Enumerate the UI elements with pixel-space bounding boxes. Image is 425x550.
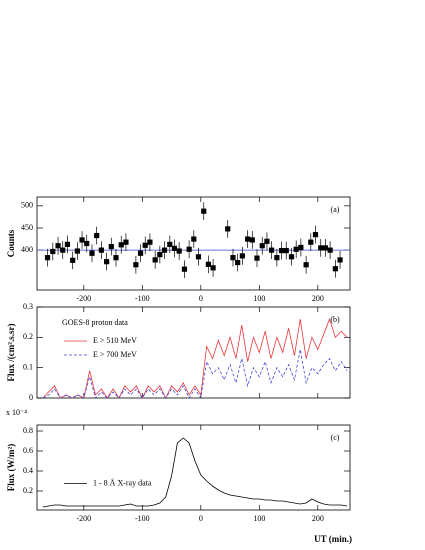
x-axis-label: UT (min.) xyxy=(314,534,352,544)
y-tick-label: 0.1 xyxy=(23,362,33,371)
data-point xyxy=(269,247,275,253)
data-point xyxy=(50,248,56,255)
plot-frame xyxy=(36,424,351,511)
data-point xyxy=(98,247,104,253)
data-point xyxy=(225,226,231,232)
legend-label: E > 700 MeV xyxy=(93,350,137,359)
data-point xyxy=(79,237,85,243)
data-point xyxy=(245,236,251,242)
data-point xyxy=(298,244,304,251)
data-point xyxy=(133,262,139,268)
data-point xyxy=(201,208,207,214)
data-point xyxy=(84,240,90,247)
legend-label: 1 - 8 Å X-ray data xyxy=(93,478,152,487)
data-point xyxy=(157,251,163,258)
data-point xyxy=(44,255,51,261)
data-point xyxy=(332,266,338,272)
data-point xyxy=(70,257,76,263)
data-point xyxy=(259,243,265,249)
data-point xyxy=(274,255,280,261)
x-tick-label: 0 xyxy=(199,294,203,303)
x-tick-label: -100 xyxy=(135,294,150,303)
data-point xyxy=(288,254,295,260)
data-point xyxy=(147,239,153,245)
plot-frame xyxy=(36,196,351,291)
panel-label: (b) xyxy=(330,315,340,324)
x-tick-label: 0 xyxy=(199,514,203,523)
series-line xyxy=(42,317,348,399)
data-point xyxy=(74,248,80,254)
x-tick-label: 100 xyxy=(253,514,265,523)
data-point xyxy=(239,253,245,259)
data-point xyxy=(167,241,173,247)
data-point xyxy=(89,250,95,256)
x-tick-label: 200 xyxy=(312,514,324,523)
data-point xyxy=(152,257,158,263)
data-point xyxy=(176,248,182,254)
x-tick-label: 200 xyxy=(312,294,324,303)
y-tick-label: 0 xyxy=(29,393,33,402)
data-point xyxy=(104,259,110,265)
x-tick-label: -100 xyxy=(135,514,150,523)
y-tick-label: 400 xyxy=(21,245,33,254)
data-point xyxy=(195,254,202,260)
data-point xyxy=(327,247,333,253)
legend-label: E > 510 MeV xyxy=(93,336,137,345)
data-point xyxy=(308,239,314,245)
series-line xyxy=(42,349,348,400)
data-point xyxy=(205,261,212,267)
data-point xyxy=(186,246,192,252)
panel-label: (a) xyxy=(331,205,340,214)
y-tick-label: 500 xyxy=(21,201,33,210)
y-axis-label: Flux (W/m²) xyxy=(6,444,16,491)
data-point xyxy=(142,242,148,248)
panel-label: (c) xyxy=(331,433,340,442)
series-line xyxy=(42,437,348,508)
y-tick-label: 450 xyxy=(21,223,33,232)
x-tick-label: 100 xyxy=(253,294,265,303)
data-point xyxy=(318,245,324,251)
data-point xyxy=(191,236,197,242)
data-point xyxy=(137,250,144,256)
data-point xyxy=(113,255,119,261)
data-point xyxy=(64,241,71,247)
y-tick-label: 0.8 xyxy=(23,426,33,435)
plot-frame xyxy=(36,306,351,399)
y-tick-label: 0.2 xyxy=(23,332,33,341)
data-point xyxy=(94,232,100,239)
data-point xyxy=(293,246,299,252)
data-point xyxy=(264,238,270,244)
y-axis-label: Flux /(cm².s.sr) xyxy=(6,324,16,382)
legend-title: GOES-8 proton data xyxy=(62,318,128,327)
data-point xyxy=(337,257,343,263)
data-point xyxy=(123,239,129,245)
x-tick-label: -200 xyxy=(76,294,91,303)
data-point xyxy=(278,247,285,254)
data-point xyxy=(283,247,289,254)
data-point xyxy=(161,247,168,253)
data-point xyxy=(118,242,124,248)
y-tick-label: 0.4 xyxy=(23,466,33,475)
y-multiplier: x 10⁻⁴ xyxy=(6,408,27,417)
y-tick-label: 0.3 xyxy=(23,302,33,311)
y-tick-label: 0.2 xyxy=(23,486,33,495)
data-point xyxy=(108,244,114,250)
x-tick-label: -200 xyxy=(76,514,91,523)
y-tick-label: 0.6 xyxy=(23,446,33,455)
data-point xyxy=(312,232,319,238)
data-point xyxy=(254,255,260,261)
data-point xyxy=(235,259,241,266)
data-point xyxy=(210,265,216,271)
data-point xyxy=(230,255,236,261)
data-point xyxy=(303,262,309,268)
data-point xyxy=(55,243,61,249)
data-point xyxy=(322,245,329,251)
data-point xyxy=(249,237,255,243)
data-point xyxy=(171,245,178,251)
y-axis-label: Counts xyxy=(6,229,16,257)
data-point xyxy=(181,266,188,272)
data-point xyxy=(60,247,66,253)
